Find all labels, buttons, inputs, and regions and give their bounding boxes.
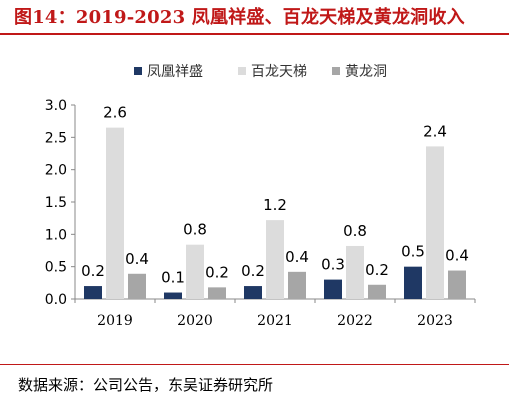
data-label-2020-0: 0.1 bbox=[161, 269, 185, 287]
bar-2019-1 bbox=[106, 127, 124, 299]
y-tick-label: 0.0 bbox=[45, 292, 67, 308]
legend-swatch-2 bbox=[332, 67, 340, 75]
data-label-2023-2: 0.4 bbox=[445, 247, 469, 265]
y-tick-label: 1.0 bbox=[45, 227, 67, 243]
data-label-2019-0: 0.2 bbox=[81, 262, 105, 280]
data-label-2021-1: 1.2 bbox=[263, 196, 287, 214]
y-tick-label: 0.5 bbox=[45, 260, 67, 276]
data-label-2022-1: 0.8 bbox=[343, 222, 367, 240]
y-tick-label: 3.0 bbox=[45, 98, 67, 114]
bar-chart: 凤凰祥盛 百龙天梯 黄龙洞 0.00.51.01.52.02.53.0 2019 20… bbox=[45, 63, 476, 329]
y-tick-label: 2.0 bbox=[45, 163, 67, 179]
bar-2023-2 bbox=[448, 270, 466, 299]
bar-2022-0 bbox=[324, 279, 342, 299]
bar-2023-0 bbox=[404, 266, 422, 299]
source-note: 数据来源：公司公告，东吴证券研究所 bbox=[18, 376, 274, 394]
x-tick-label: 2023 bbox=[417, 313, 453, 329]
data-label-2022-0: 0.3 bbox=[321, 256, 345, 274]
x-tick-label: 2019 bbox=[97, 313, 133, 329]
data-label-2023-1: 2.4 bbox=[423, 122, 447, 140]
bar-2019-0 bbox=[84, 286, 102, 299]
data-label-2020-2: 0.2 bbox=[205, 263, 229, 281]
figure-title: 图14：2019-2023 凤凰祥盛、百龙天梯及黄龙洞收入 bbox=[14, 7, 465, 28]
title-divider bbox=[0, 33, 509, 35]
x-tick-label: 2021 bbox=[257, 313, 293, 329]
legend-label-1: 百龙天梯 bbox=[251, 64, 307, 80]
bar-2022-2 bbox=[368, 284, 386, 299]
bar-marks bbox=[84, 127, 466, 299]
data-label-2021-2: 0.4 bbox=[285, 248, 309, 266]
data-label-2022-2: 0.2 bbox=[365, 261, 389, 279]
legend-label-2: 黄龙洞 bbox=[345, 63, 387, 80]
y-axis: 0.0 0.5 1.0 1.5 2.0 2.5 3.0 bbox=[45, 98, 76, 308]
bar-2020-0 bbox=[164, 292, 182, 299]
data-label-2019-1: 2.6 bbox=[103, 104, 127, 122]
bar-2020-2 bbox=[208, 287, 226, 299]
x-axis: 2019 2020 2021 2022 2023 bbox=[74, 298, 476, 329]
bar-2021-1 bbox=[266, 220, 284, 299]
y-tick-label: 2.5 bbox=[45, 130, 67, 146]
legend-label-0: 凤凰祥盛 bbox=[147, 64, 203, 80]
data-label-2020-1: 0.8 bbox=[183, 221, 207, 239]
legend-swatch-1 bbox=[238, 67, 246, 75]
data-label-2023-0: 0.5 bbox=[401, 243, 425, 261]
legend-swatch-0 bbox=[134, 67, 142, 75]
x-tick-label: 2020 bbox=[177, 313, 213, 329]
bar-2023-1 bbox=[426, 146, 444, 299]
source-divider bbox=[0, 364, 509, 365]
data-labels: 0.2 2.6 0.4 0.1 0.8 0.2 0.2 1.2 0.4 0.3 0.8 0.2 0.5 2… bbox=[81, 104, 469, 287]
bar-2021-0 bbox=[244, 286, 262, 299]
chart-legend: 凤凰祥盛 百龙天梯 黄龙洞 bbox=[134, 63, 387, 80]
y-tick-label: 1.5 bbox=[45, 195, 67, 211]
bar-2022-1 bbox=[346, 245, 364, 299]
bar-2019-2 bbox=[128, 273, 146, 299]
x-tick-label: 2022 bbox=[337, 313, 373, 329]
bar-2021-2 bbox=[288, 271, 306, 299]
bar-2020-1 bbox=[186, 244, 204, 299]
data-label-2019-2: 0.4 bbox=[125, 250, 149, 268]
data-label-2021-0: 0.2 bbox=[241, 262, 265, 280]
